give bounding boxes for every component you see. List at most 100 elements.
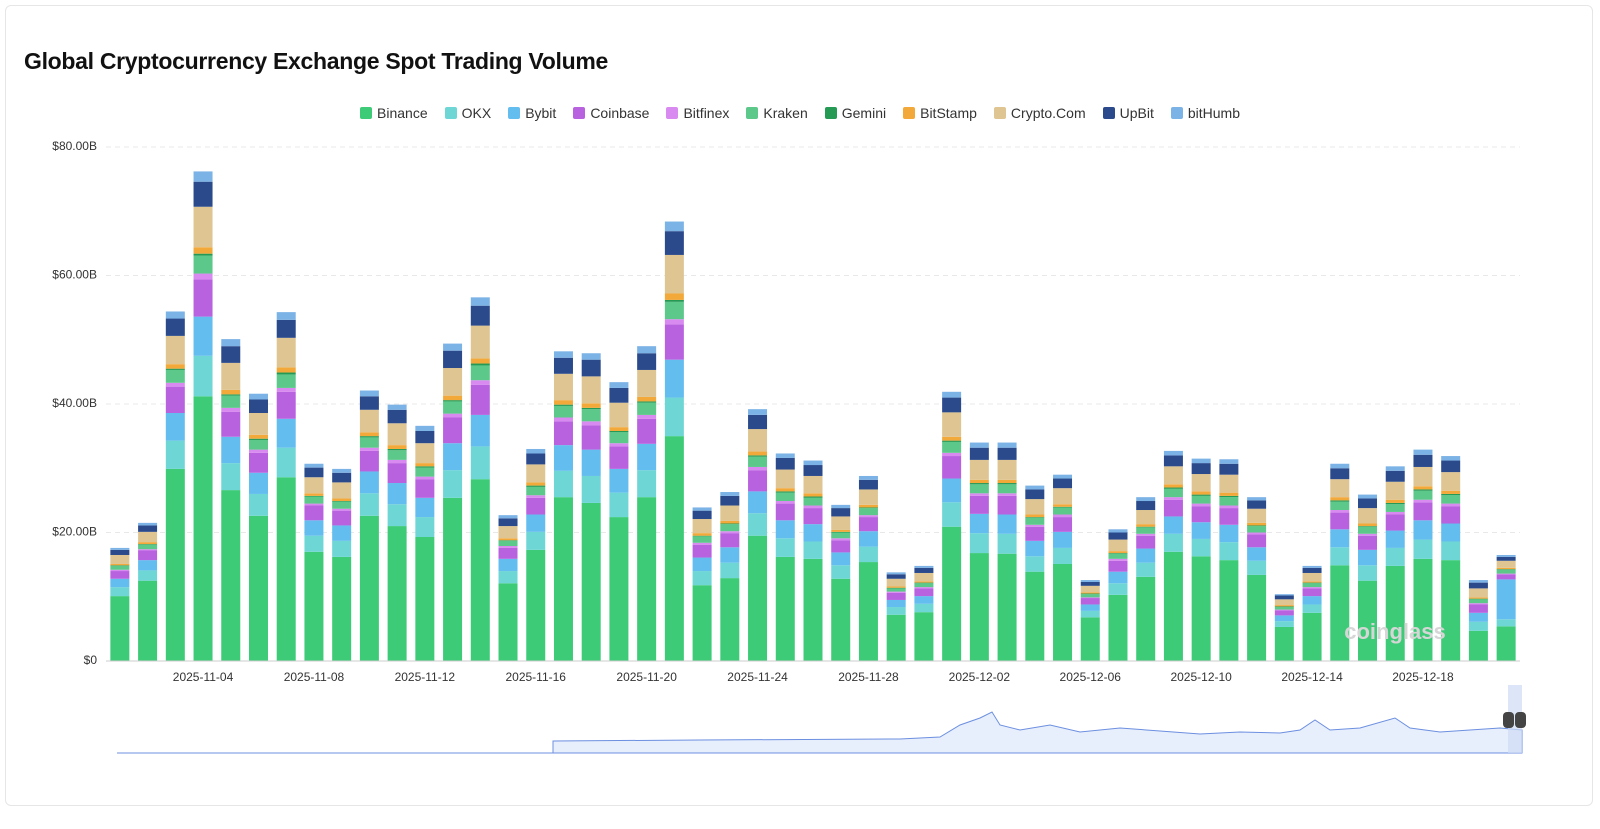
bar-segment (359, 493, 379, 516)
legend-item[interactable]: bitHumb (1170, 105, 1240, 121)
bar-segment (1413, 489, 1433, 491)
legend-label: bitHumb (1187, 105, 1240, 121)
bar-segment (1219, 542, 1239, 561)
bar-segment (775, 501, 795, 504)
navigator (117, 685, 1526, 754)
legend-item[interactable]: Binance (360, 105, 428, 121)
bar-segment (969, 483, 989, 485)
bar-segment (1136, 526, 1156, 528)
legend-item[interactable]: OKX (444, 105, 492, 121)
bar-segment (1163, 551, 1183, 661)
bar-segment (1136, 548, 1156, 563)
bar-segment (1496, 560, 1516, 568)
bar-segment (692, 535, 712, 537)
bar-segment (942, 412, 962, 437)
legend-item[interactable]: Gemini (824, 105, 886, 121)
bar-segment (470, 358, 490, 364)
bar-segment (886, 607, 906, 615)
legend-item[interactable]: Coinbase (573, 105, 649, 121)
bar-segment (637, 497, 657, 661)
legend-item[interactable]: Bitfinex (666, 105, 729, 121)
bar-segment (831, 529, 851, 532)
bar-segment (637, 369, 657, 397)
bar-segment (498, 558, 518, 572)
navigator-handle[interactable] (1515, 712, 1526, 728)
legend-item[interactable]: Crypto.Com (993, 105, 1086, 121)
legend-item[interactable]: Bybit (508, 105, 556, 121)
bar-segment (1136, 535, 1156, 549)
bar-segment (997, 493, 1017, 496)
bar-segment (1274, 626, 1294, 661)
bar-segment (1163, 450, 1183, 456)
bar-segment (415, 497, 435, 518)
bar-segment (1496, 574, 1516, 580)
bar-segment (1274, 610, 1294, 616)
navigator-handle[interactable] (1503, 712, 1514, 728)
bar-segment (1136, 576, 1156, 661)
bar-segment (1358, 498, 1378, 509)
bar-segment (526, 448, 546, 454)
x-tick-label: 2025-12-06 (1060, 670, 1122, 684)
bar-segment (1025, 517, 1045, 518)
bar-segment (1302, 581, 1322, 583)
bar-segment (637, 418, 657, 444)
bar-segment (332, 472, 352, 483)
bar-segment (1358, 526, 1378, 534)
bar-segment (748, 414, 768, 430)
bar-segment (359, 450, 379, 472)
bar-segment (942, 478, 962, 503)
bar-segment (858, 531, 878, 547)
bar-segment (110, 578, 130, 588)
bar-segment (1496, 569, 1516, 570)
bar-segment (942, 452, 962, 457)
bar-segment (609, 430, 629, 433)
legend-label: UpBit (1119, 105, 1154, 121)
bar-segment (914, 565, 934, 568)
bar-segment (526, 514, 546, 532)
bar-segment (304, 493, 324, 496)
bar-segment (997, 533, 1017, 554)
bar-segment (803, 460, 823, 466)
bar-segment (858, 517, 878, 532)
bar-segment (1191, 495, 1211, 504)
bar-segment (1247, 526, 1267, 533)
bar-segment (1108, 539, 1128, 552)
bar-segment (332, 510, 352, 526)
bar-segment (831, 538, 851, 541)
bar-segment (1274, 606, 1294, 608)
legend-item[interactable]: BitStamp (903, 105, 977, 121)
legend-label: Crypto.Com (1010, 105, 1086, 121)
bar-segment (692, 519, 712, 534)
bar-segment (1468, 597, 1488, 599)
bar-segment (248, 515, 268, 661)
bar-segment (831, 532, 851, 539)
bar-segment (110, 563, 130, 566)
legend-swatch (1102, 107, 1115, 119)
legend-label: OKX (461, 105, 492, 121)
bar-segment (387, 450, 407, 460)
bar-segment (581, 376, 601, 404)
bar-segment (720, 578, 740, 661)
bar-segment (1136, 524, 1156, 527)
bar-segment (498, 571, 518, 584)
bar-segment (1108, 594, 1128, 661)
bar-segment (1108, 553, 1128, 554)
bar-segment (304, 463, 324, 468)
bar-segment (248, 493, 268, 516)
legend-item[interactable]: UpBit (1102, 105, 1154, 121)
bar-segment (1080, 597, 1100, 599)
bar-segment (969, 484, 989, 494)
bar-segment (942, 441, 962, 453)
bar-segment (886, 591, 906, 593)
bar-segment (1247, 547, 1267, 561)
legend-swatch (993, 107, 1006, 119)
legend-item[interactable]: Kraken (746, 105, 808, 121)
bar-segment (1108, 558, 1128, 561)
bar-segment (831, 516, 851, 530)
bar-segment (664, 221, 684, 232)
bar-segment (553, 445, 573, 471)
bar-segment (1247, 497, 1267, 501)
bar-segment (1274, 605, 1294, 607)
bar-segment (609, 443, 629, 447)
bar-segment (1053, 507, 1073, 515)
